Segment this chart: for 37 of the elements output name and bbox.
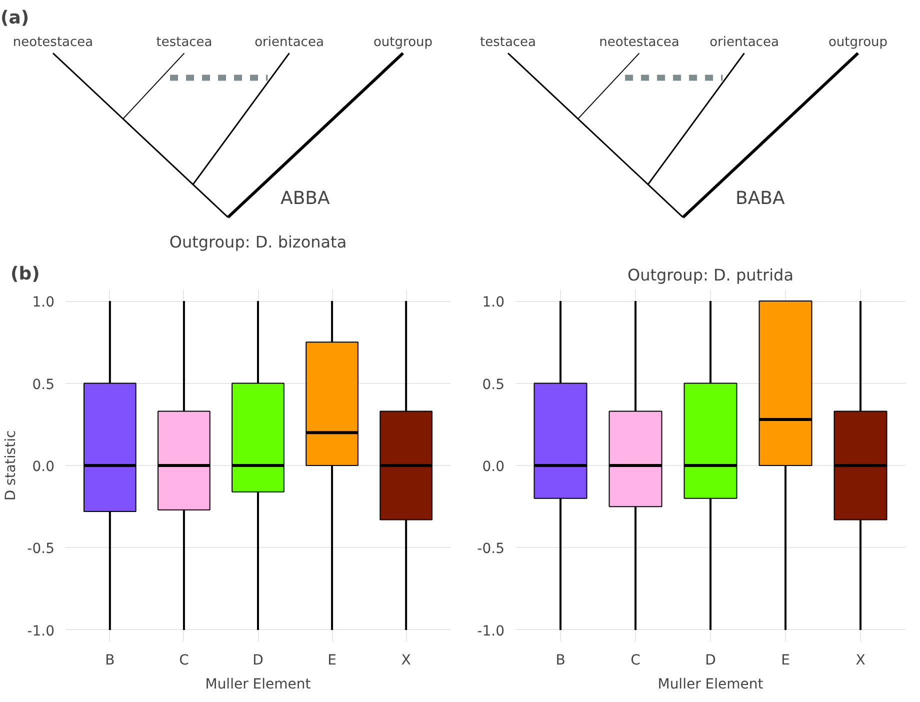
x-axis-title: Muller Element <box>205 676 312 692</box>
x-tick-label: C <box>179 652 190 668</box>
x-axis-title: Muller Element <box>658 676 764 692</box>
text: (b) <box>10 264 40 284</box>
text: neotestacea <box>12 34 94 50</box>
x-tick-label: X <box>401 652 412 668</box>
y-tick-label: -0.5 <box>27 541 55 558</box>
chart-title: Outgroup: D. bizonata <box>169 232 347 252</box>
y-tick-label: 1.0 <box>32 294 54 311</box>
text: (a) <box>0 8 30 28</box>
y-tick-label: 0.0 <box>482 459 504 475</box>
y-axis-title: D statistic <box>3 430 20 501</box>
x-tick-label: E <box>781 652 790 668</box>
chart-title: Outgroup: D. putrida <box>628 266 794 284</box>
y-tick-label: -1.0 <box>477 623 505 640</box>
text: orientacea <box>254 34 324 50</box>
text: testacea <box>480 34 536 50</box>
y-tick-label: -1.0 <box>27 623 55 640</box>
x-tick-label: E <box>328 652 336 668</box>
y-tick-label: 0.5 <box>482 376 504 393</box>
y-tick-label: 1.0 <box>482 294 504 311</box>
text: outgroup <box>373 34 433 50</box>
text: orientacea <box>710 34 779 50</box>
x-tick-label: D <box>705 652 716 668</box>
x-tick-label: X <box>856 652 866 668</box>
y-tick-label: 0.0 <box>32 459 54 475</box>
x-tick-label: C <box>630 652 641 668</box>
text: ABBA <box>280 188 331 210</box>
text: testacea <box>156 34 212 50</box>
x-tick-label: D <box>252 652 264 668</box>
y-tick-label: -0.5 <box>477 541 505 558</box>
text: BABA <box>736 188 786 210</box>
text: neotestacea <box>599 34 680 50</box>
x-tick-label: B <box>556 652 566 668</box>
text: outgroup <box>828 34 888 50</box>
x-tick-label: B <box>105 652 115 668</box>
y-tick-label: 0.5 <box>32 376 54 393</box>
